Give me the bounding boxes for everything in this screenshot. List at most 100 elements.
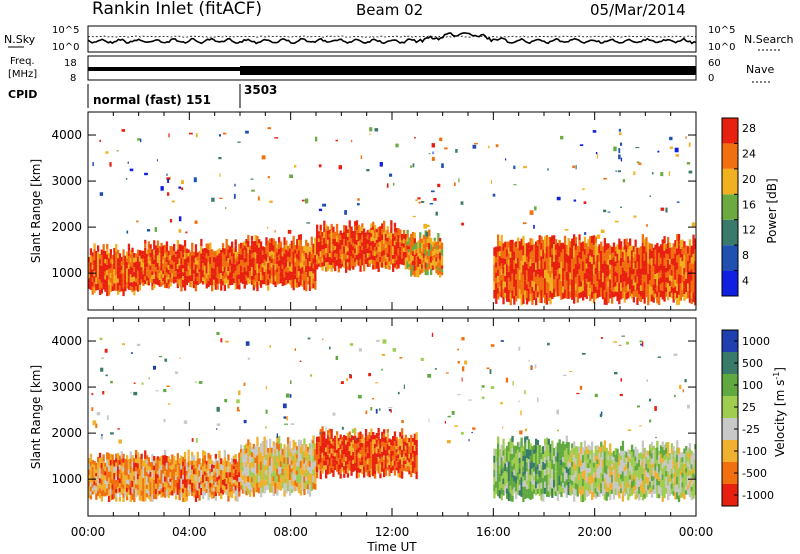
heatmap-cell <box>520 457 523 468</box>
heatmap-cell <box>249 258 252 263</box>
heatmap-cell <box>247 451 250 458</box>
heatmap-cell <box>124 279 127 286</box>
heatmap-cell <box>140 258 143 263</box>
heatmap-cell <box>187 490 190 497</box>
heatmap-cell <box>111 277 114 282</box>
heatmap-cell <box>591 263 594 271</box>
heatmap-cell <box>440 252 444 256</box>
heatmap-cell <box>567 461 570 469</box>
heatmap-cell <box>524 436 527 443</box>
heatmap-cell <box>263 265 266 272</box>
heatmap-cell <box>607 254 610 260</box>
heatmap-cell <box>511 273 514 282</box>
heatmap-cell <box>267 471 270 476</box>
heatmap-cell <box>440 262 444 266</box>
heatmap-cell <box>269 274 272 279</box>
heatmap-cell <box>433 254 436 258</box>
heatmap-cell <box>350 462 353 469</box>
heatmap-cell <box>326 244 330 249</box>
heatmap-cell <box>176 453 179 460</box>
heatmap-scatter <box>137 138 141 141</box>
heatmap-cell <box>411 449 415 454</box>
heatmap-cell <box>567 448 570 456</box>
heatmap-cell <box>241 260 245 267</box>
heatmap-cell <box>591 483 594 492</box>
heatmap-cell <box>155 468 158 474</box>
heatmap-cell <box>507 461 511 472</box>
heatmap-cell <box>531 461 534 469</box>
heatmap-cell <box>165 246 169 252</box>
heatmap-cell <box>100 490 103 497</box>
heatmap-cell <box>518 441 521 447</box>
heatmap-cell <box>149 461 152 467</box>
noise-right-tick-top: 10^5 <box>708 25 735 36</box>
heatmap-scatter <box>250 178 254 180</box>
heatmap-cell <box>591 284 594 292</box>
heatmap-cell <box>202 262 205 267</box>
heatmap-cell <box>330 458 333 463</box>
heatmap-cell <box>395 464 398 468</box>
heatmap-cell <box>297 260 301 266</box>
heatmap-cell <box>249 456 252 463</box>
heatmap-cell <box>183 487 187 495</box>
heatmap-cell <box>102 263 105 270</box>
heatmap-cell <box>136 263 140 271</box>
heatmap-cell <box>334 456 337 460</box>
heatmap-cell <box>234 264 237 271</box>
heatmap-cell <box>525 284 529 291</box>
heatmap-cell <box>535 241 538 249</box>
heatmap-cell <box>305 252 308 260</box>
heatmap-cell <box>189 275 192 282</box>
heatmap-cell <box>538 476 541 484</box>
heatmap-cell <box>142 270 145 275</box>
heatmap-cell <box>497 469 500 477</box>
heatmap-cell <box>272 481 275 487</box>
heatmap-cell <box>545 474 549 482</box>
heatmap-cell <box>281 281 284 286</box>
heatmap-cell <box>578 240 581 246</box>
heatmap-cell <box>388 453 391 458</box>
heatmap-cell <box>236 495 239 502</box>
heatmap-cell <box>135 462 138 467</box>
heatmap-cell <box>254 246 257 253</box>
heatmap-cell <box>312 268 315 274</box>
heatmap-cell <box>126 471 129 476</box>
heatmap-cell <box>165 469 169 477</box>
heatmap-cell <box>373 474 377 479</box>
heatmap-scatter <box>218 157 222 160</box>
heatmap-cell <box>254 457 257 464</box>
heatmap-cell <box>270 246 274 251</box>
heatmap-cell <box>529 266 532 274</box>
heatmap-cell <box>399 251 402 256</box>
heatmap-cell <box>587 472 590 478</box>
heatmap-cell <box>352 451 355 456</box>
heatmap-cell <box>511 453 514 460</box>
heatmap-cell <box>185 280 188 286</box>
heatmap-cell <box>93 265 96 271</box>
heatmap-cell <box>404 464 407 468</box>
heatmap-cell <box>522 274 525 285</box>
heatmap-cell <box>98 269 102 275</box>
heatmap-cell <box>578 234 581 241</box>
heatmap-cell <box>182 245 185 250</box>
heatmap-cell <box>676 234 679 242</box>
heatmap-cell <box>205 489 208 493</box>
heatmap-cell <box>585 243 588 249</box>
heatmap-cell <box>258 247 261 252</box>
heatmap-cell <box>169 485 172 489</box>
heatmap-cell <box>569 278 572 286</box>
heatmap-cell <box>160 465 163 470</box>
heatmap-cell <box>348 263 351 271</box>
heatmap-cell <box>504 281 507 288</box>
heatmap-cell <box>379 251 382 257</box>
heatmap-cell <box>283 483 286 491</box>
heatmap-cell <box>297 484 301 494</box>
heatmap-cell <box>144 268 147 272</box>
heatmap-cell <box>187 467 190 473</box>
heatmap-cell <box>596 487 599 493</box>
heatmap-cell <box>164 266 167 271</box>
heatmap-cell <box>91 463 94 467</box>
heatmap-cell <box>390 239 393 246</box>
heatmap-cell <box>89 470 93 475</box>
